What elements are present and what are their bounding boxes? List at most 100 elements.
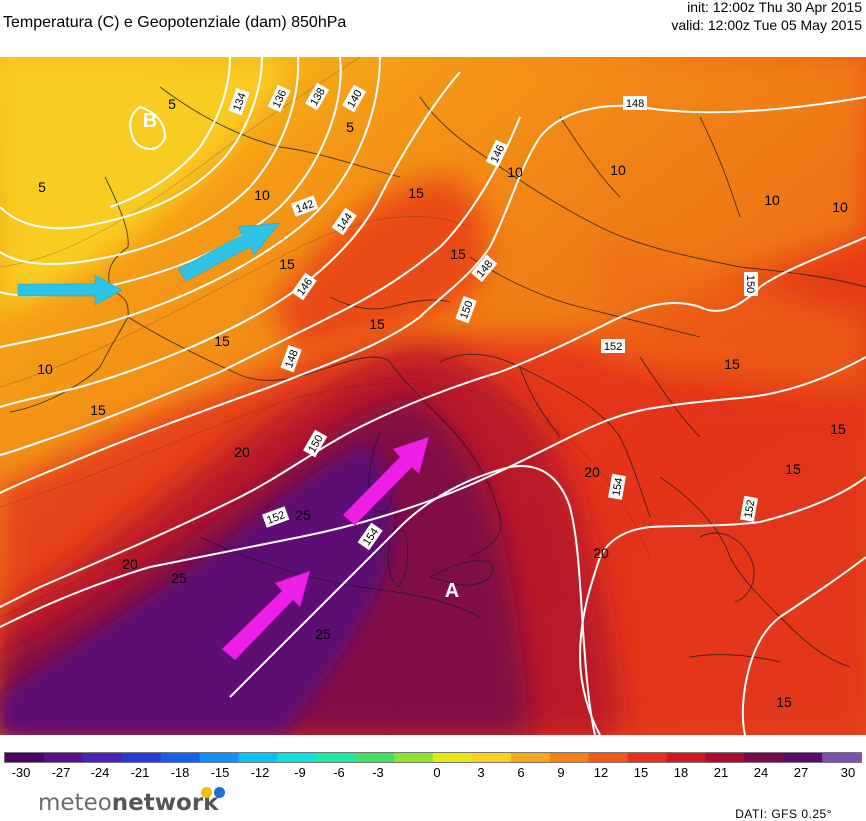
logo-light-text: meteo [38,790,112,816]
colorbar-tick: 0 [433,765,441,780]
colorbar-swatch [82,753,123,762]
colorbar-tick: 9 [557,765,565,780]
meteonetwork-logo: meteonetwork [38,790,218,816]
svg-text:25: 25 [315,626,331,642]
colorbar-swatch [394,753,434,762]
svg-text:150: 150 [458,299,476,320]
colorbar-tick: -6 [333,765,345,780]
cold-arrow-west [17,274,123,306]
svg-text:25: 25 [171,570,187,586]
coastlines [9,86,866,668]
colorbar-swatch [238,753,278,762]
high-pressure-center: A [445,580,459,602]
warm-arrow-lower [221,570,311,661]
temperature-isolines [0,57,651,735]
colorbar-swatch [160,753,201,762]
colorbar-swatch [43,753,84,762]
colorbar-tick: 3 [477,765,485,780]
colorbar-swatch [510,753,551,762]
colorbar-tick: -3 [372,765,384,780]
svg-text:15: 15 [369,316,385,332]
geopotential-contours [0,57,866,735]
colorbar-swatch [822,753,861,762]
colorbar-tick: 6 [517,765,525,780]
svg-text:15: 15 [408,185,424,201]
colorbar-swatch [121,753,162,762]
run-info: init: 12:00z Thu 30 Apr 2015 valid: 12:0… [671,0,862,34]
colorbar-tick: -18 [170,765,190,780]
colorbar-swatch [627,753,667,762]
svg-text:15: 15 [214,333,230,349]
svg-text:15: 15 [279,256,295,272]
svg-text:5: 5 [38,179,46,195]
colorbar-swatch [199,753,239,762]
svg-text:20: 20 [584,464,600,480]
colorbar-swatch [588,753,629,762]
svg-text:15: 15 [776,694,792,710]
svg-text:5: 5 [346,119,354,135]
colorbar-swatch [666,753,706,762]
data-source: DATI: GFS 0.25° [735,807,832,821]
svg-text:10: 10 [832,199,848,215]
cold-arrow-northeast [177,222,281,282]
svg-text:20: 20 [234,444,250,460]
svg-text:15: 15 [90,402,106,418]
colorbar-swatch [355,753,395,762]
chart-title: Temperatura (C) e Geopotenziale (dam) 85… [3,14,347,31]
colorbar-swatch [471,753,512,762]
colorbar-swatch [316,753,356,762]
init-time: init: 12:00z Thu 30 Apr 2015 [687,0,862,15]
colorbar-swatch [744,753,784,762]
colorbar-tick: 12 [593,765,609,780]
svg-text:154: 154 [610,477,625,497]
logo-bold-text: network [111,790,219,816]
valid-time: valid: 12:00z Tue 05 May 2015 [671,17,862,33]
colorbar-tick: -21 [130,765,150,780]
svg-text:15: 15 [724,356,740,372]
colorbar-tick: 27 [793,765,809,780]
svg-text:134: 134 [231,91,249,112]
colorbar-swatch [5,753,45,762]
svg-text:5: 5 [168,96,176,112]
weather-map: 134 136 138 140 142 144 146 146 148 148 … [0,57,866,735]
svg-text:10: 10 [764,192,780,208]
svg-text:148: 148 [626,98,644,110]
colorbar-tick: -27 [51,765,71,780]
colorbar-tick: -15 [210,765,230,780]
temperature-field [0,57,866,735]
colorbar-swatch [705,753,745,762]
colorbar-tick: -30 [11,765,31,780]
warm-advection-arrows [221,436,430,661]
svg-text:152: 152 [604,341,622,353]
svg-text:150: 150 [744,275,756,293]
svg-text:10: 10 [507,164,523,180]
svg-text:152: 152 [742,499,757,519]
colorbar-tick: -24 [90,765,110,780]
logo-yellow-dot [201,787,212,798]
colorbar-tick: 24 [753,765,769,780]
colorbar-tick: 21 [713,765,729,780]
svg-text:15: 15 [785,461,801,477]
colorbar-swatch [433,753,473,762]
temperature-labels: 5 5 5 10 10 10 10 10 10 15 15 15 15 15 1… [37,96,848,710]
svg-text:148: 148 [283,348,301,369]
svg-text:20: 20 [593,545,609,561]
colorbar-tick: 30 [840,765,856,780]
svg-text:10: 10 [254,187,270,203]
svg-text:10: 10 [610,162,626,178]
svg-text:25: 25 [295,507,311,523]
colorbar-tick: -9 [294,765,306,780]
svg-text:152: 152 [265,509,286,527]
colorbar-tick: 18 [673,765,689,780]
warm-arrow-upper [342,436,430,526]
svg-text:10: 10 [37,361,53,377]
logo-blue-dot [214,787,225,798]
colorbar-tick: -12 [250,765,270,780]
cold-advection-arrows [17,222,281,306]
colorbar-swatch [277,753,317,762]
colorbar-swatch [783,753,823,762]
colorbar-swatch [549,753,590,762]
svg-text:142: 142 [294,198,315,216]
low-pressure-center: B [143,110,157,132]
colorbar-ticks: -30 -27 -24 -21 -18 -15 -12 -9 -6 -3 0 3… [0,765,866,785]
